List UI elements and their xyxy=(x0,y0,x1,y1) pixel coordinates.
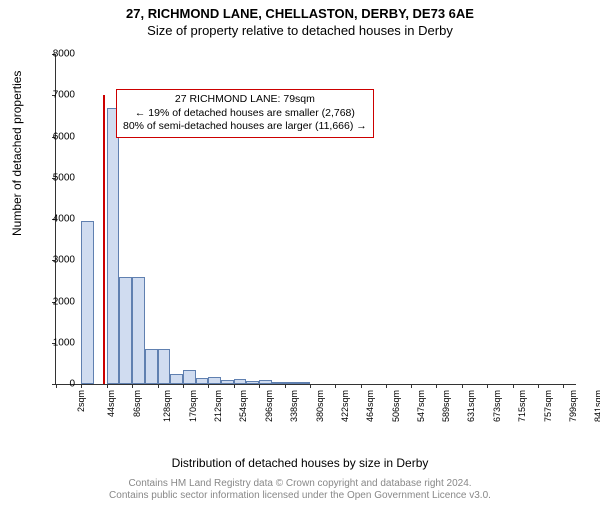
xtick-mark xyxy=(513,384,514,388)
ytick-label: 7000 xyxy=(35,90,75,101)
histogram-bar xyxy=(285,382,298,384)
ytick-label: 8000 xyxy=(35,49,75,60)
xtick-label: 128sqm xyxy=(162,390,172,422)
xtick-mark xyxy=(411,384,412,388)
histogram-plot: 2sqm44sqm86sqm128sqm170sqm212sqm254sqm29… xyxy=(55,54,576,385)
xtick-label: 338sqm xyxy=(289,390,299,422)
xtick-mark xyxy=(487,384,488,388)
xtick-mark xyxy=(259,384,260,388)
ytick-label: 6000 xyxy=(35,131,75,142)
histogram-bar xyxy=(107,108,120,384)
histogram-bar xyxy=(272,382,285,384)
xtick-label: 715sqm xyxy=(517,390,527,422)
ytick-label: 5000 xyxy=(35,172,75,183)
xtick-label: 296sqm xyxy=(264,390,274,422)
x-axis-label: Distribution of detached houses by size … xyxy=(0,456,600,470)
xtick-mark xyxy=(208,384,209,388)
xtick-label: 841sqm xyxy=(593,390,600,422)
xtick-label: 86sqm xyxy=(132,390,142,417)
xtick-mark xyxy=(234,384,235,388)
xtick-label: 212sqm xyxy=(213,390,223,422)
histogram-bar xyxy=(246,381,259,384)
histogram-bar xyxy=(145,349,158,384)
xtick-label: 380sqm xyxy=(315,390,325,422)
annotation-line: ← 19% of detached houses are smaller (2,… xyxy=(123,107,367,121)
histogram-bar xyxy=(196,378,209,384)
xtick-label: 631sqm xyxy=(466,390,476,422)
xtick-mark xyxy=(183,384,184,388)
ytick-label: 1000 xyxy=(35,337,75,348)
histogram-bar xyxy=(259,380,272,384)
histogram-bar xyxy=(234,379,247,384)
histogram-bar xyxy=(170,374,183,384)
xtick-label: 464sqm xyxy=(365,390,375,422)
page-title: 27, RICHMOND LANE, CHELLASTON, DERBY, DE… xyxy=(0,6,600,21)
property-marker-line xyxy=(103,95,105,384)
xtick-label: 547sqm xyxy=(416,390,426,422)
xtick-mark xyxy=(436,384,437,388)
ytick-label: 2000 xyxy=(35,296,75,307)
footer-attribution: Contains HM Land Registry data © Crown c… xyxy=(0,478,600,502)
ytick-label: 4000 xyxy=(35,214,75,225)
histogram-bar xyxy=(297,382,310,384)
xtick-mark xyxy=(132,384,133,388)
xtick-mark xyxy=(335,384,336,388)
xtick-mark xyxy=(107,384,108,388)
xtick-label: 673sqm xyxy=(492,390,502,422)
histogram-bar xyxy=(221,380,234,384)
xtick-label: 589sqm xyxy=(441,390,451,422)
xtick-label: 254sqm xyxy=(238,390,248,422)
page-subtitle: Size of property relative to detached ho… xyxy=(0,23,600,38)
annotation-box: 27 RICHMOND LANE: 79sqm← 19% of detached… xyxy=(116,89,374,138)
footer-line-1: Contains HM Land Registry data © Crown c… xyxy=(0,478,600,490)
xtick-label: 44sqm xyxy=(106,390,116,417)
xtick-label: 799sqm xyxy=(568,390,578,422)
xtick-label: 757sqm xyxy=(543,390,553,422)
xtick-mark xyxy=(563,384,564,388)
chart-area: 2sqm 44sqm 86sqm 128sqm 170sqm 212sqm 254sqm 29… xyxy=(55,54,575,419)
histogram-bar xyxy=(158,349,171,384)
histogram-bar xyxy=(119,277,132,384)
histogram-bar xyxy=(208,377,221,384)
histogram-bar xyxy=(81,221,94,384)
xtick-mark xyxy=(310,384,311,388)
annotation-line: 27 RICHMOND LANE: 79sqm xyxy=(123,93,367,107)
xtick-mark xyxy=(462,384,463,388)
xtick-mark xyxy=(386,384,387,388)
annotation-line: 80% of semi-detached houses are larger (… xyxy=(123,120,367,134)
xtick-mark xyxy=(285,384,286,388)
histogram-bar xyxy=(132,277,145,384)
xtick-mark xyxy=(81,384,82,388)
xtick-label: 170sqm xyxy=(188,390,198,422)
xtick-mark xyxy=(361,384,362,388)
xtick-label: 506sqm xyxy=(391,390,401,422)
xtick-mark xyxy=(158,384,159,388)
ytick-label: 0 xyxy=(35,379,75,390)
y-axis-label: Number of detached properties xyxy=(10,71,24,236)
xtick-label: 422sqm xyxy=(340,390,350,422)
xtick-label: 2sqm xyxy=(76,390,86,412)
footer-line-2: Contains public sector information licen… xyxy=(0,490,600,502)
ytick-label: 3000 xyxy=(35,255,75,266)
histogram-bar xyxy=(183,370,196,384)
xtick-mark xyxy=(538,384,539,388)
